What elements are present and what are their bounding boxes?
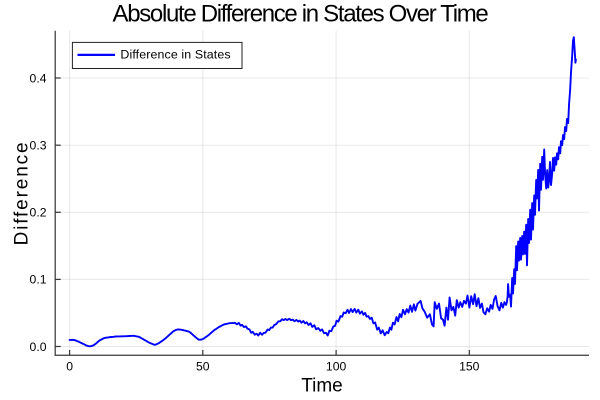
svg-text:100: 100 xyxy=(326,360,347,374)
svg-text:50: 50 xyxy=(196,360,210,374)
svg-text:150: 150 xyxy=(459,360,480,374)
svg-text:Difference: Difference xyxy=(11,141,32,246)
svg-text:0.4: 0.4 xyxy=(30,71,47,85)
svg-text:0.3: 0.3 xyxy=(30,139,47,153)
svg-text:0: 0 xyxy=(66,360,73,374)
svg-text:0.1: 0.1 xyxy=(30,273,47,287)
svg-text:Time: Time xyxy=(301,376,343,397)
svg-text:Difference in States: Difference in States xyxy=(120,48,230,62)
svg-text:0.0: 0.0 xyxy=(30,340,47,354)
svg-text:0.2: 0.2 xyxy=(30,206,47,220)
svg-text:Absolute Difference in States: Absolute Difference in States Over Time xyxy=(113,1,489,28)
